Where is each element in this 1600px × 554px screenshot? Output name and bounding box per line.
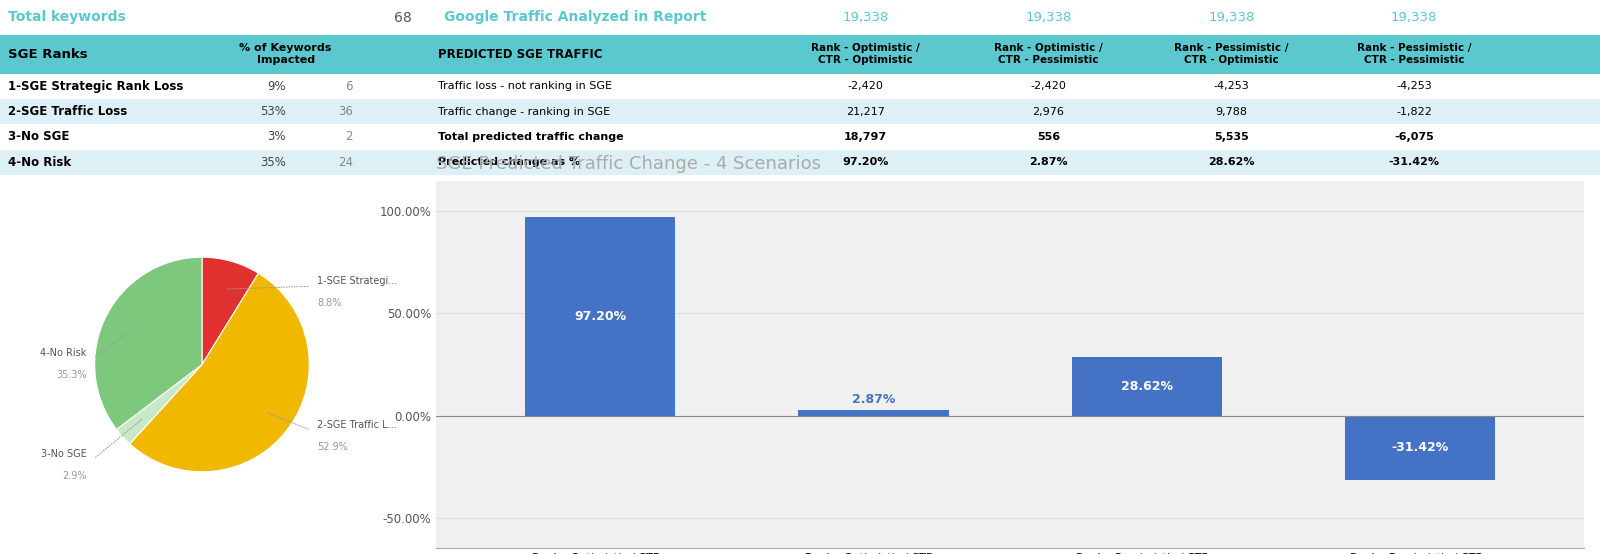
Text: 2-SGE Traffic Loss: 2-SGE Traffic Loss bbox=[8, 105, 128, 118]
Text: 52.9%: 52.9% bbox=[317, 430, 347, 452]
Bar bbox=[419, 124, 1600, 150]
Text: 97.20%: 97.20% bbox=[574, 310, 626, 323]
Text: 97.20%: 97.20% bbox=[842, 157, 888, 167]
Text: 9%: 9% bbox=[267, 80, 286, 93]
Text: 8.8%: 8.8% bbox=[317, 286, 341, 308]
Text: -1,822: -1,822 bbox=[1397, 106, 1432, 116]
Text: 1-SGE Strategi...: 1-SGE Strategi... bbox=[317, 276, 397, 286]
Text: -2,420: -2,420 bbox=[848, 81, 883, 91]
Bar bbox=[798, 410, 949, 416]
Text: 36: 36 bbox=[338, 105, 352, 118]
Bar bbox=[419, 0, 1600, 35]
Text: -6,075: -6,075 bbox=[1394, 132, 1434, 142]
Text: 19,338: 19,338 bbox=[1026, 11, 1072, 24]
Bar bbox=[419, 99, 1600, 124]
Text: 2-SGE Traffic L...: 2-SGE Traffic L... bbox=[317, 420, 397, 430]
Wedge shape bbox=[94, 257, 202, 429]
Text: 1-SGE Strategic Rank Loss: 1-SGE Strategic Rank Loss bbox=[8, 80, 184, 93]
Text: 2.9%: 2.9% bbox=[62, 459, 86, 481]
Bar bbox=[419, 35, 1600, 74]
Text: 19,338: 19,338 bbox=[1390, 11, 1437, 24]
Text: 28.62%: 28.62% bbox=[1208, 157, 1254, 167]
Text: PREDICTED SGE TRAFFIC: PREDICTED SGE TRAFFIC bbox=[438, 48, 602, 61]
Text: 24: 24 bbox=[338, 156, 352, 169]
Text: 18,797: 18,797 bbox=[843, 132, 886, 142]
Text: 5,535: 5,535 bbox=[1214, 132, 1248, 142]
Text: -31.42%: -31.42% bbox=[1389, 157, 1440, 167]
Text: Rank - Optimistic /
CTR - Pessimistic: Rank - Optimistic / CTR - Pessimistic bbox=[994, 43, 1102, 65]
Text: Rank - Pessimistic /
CTR - Pessimistic: Rank - Pessimistic / CTR - Pessimistic bbox=[1357, 43, 1472, 65]
Text: 19,338: 19,338 bbox=[1208, 11, 1254, 24]
Text: Total keywords: Total keywords bbox=[8, 11, 126, 24]
Bar bbox=[0, 35, 419, 74]
Text: Total predicted traffic change: Total predicted traffic change bbox=[438, 132, 624, 142]
Bar bbox=[0, 74, 419, 99]
Text: Traffic change - ranking in SGE: Traffic change - ranking in SGE bbox=[438, 106, 610, 116]
Bar bbox=[0, 99, 419, 124]
Wedge shape bbox=[130, 273, 309, 472]
Text: -31.42%: -31.42% bbox=[1392, 441, 1448, 454]
Text: Predicted change as %: Predicted change as % bbox=[438, 157, 579, 167]
Text: 35.3%: 35.3% bbox=[56, 358, 86, 380]
Text: SGE Ranks: SGE Ranks bbox=[8, 48, 88, 61]
Bar bbox=[419, 150, 1600, 175]
Text: 4-No Risk: 4-No Risk bbox=[8, 156, 72, 169]
Text: Traffic loss - not ranking in SGE: Traffic loss - not ranking in SGE bbox=[438, 81, 611, 91]
Wedge shape bbox=[202, 257, 259, 365]
Text: 2.87%: 2.87% bbox=[1029, 157, 1067, 167]
Text: % of Keywords
Impacted: % of Keywords Impacted bbox=[240, 43, 331, 65]
Text: 35%: 35% bbox=[259, 156, 286, 169]
Text: 68: 68 bbox=[394, 11, 411, 24]
Text: 3-No SGE: 3-No SGE bbox=[8, 130, 70, 143]
Bar bbox=[0, 150, 419, 175]
Text: Rank - Optimistic /
CTR - Optimistic: Rank - Optimistic / CTR - Optimistic bbox=[811, 43, 920, 65]
Wedge shape bbox=[117, 365, 202, 444]
Bar bbox=[1346, 416, 1494, 480]
Text: 6: 6 bbox=[346, 80, 352, 93]
Text: 2: 2 bbox=[346, 130, 352, 143]
Text: 2.87%: 2.87% bbox=[851, 393, 894, 406]
Text: 2,976: 2,976 bbox=[1032, 106, 1064, 116]
Text: Rank - Pessimistic /
CTR - Optimistic: Rank - Pessimistic / CTR - Optimistic bbox=[1174, 43, 1288, 65]
Bar bbox=[1072, 357, 1222, 416]
Bar bbox=[419, 74, 1600, 99]
Text: 4-No Risk: 4-No Risk bbox=[40, 348, 86, 358]
Text: 3%: 3% bbox=[267, 130, 286, 143]
Text: 9,788: 9,788 bbox=[1216, 106, 1248, 116]
Text: 53%: 53% bbox=[259, 105, 286, 118]
Text: 21,217: 21,217 bbox=[846, 106, 885, 116]
Bar bbox=[525, 217, 675, 416]
Text: 28.62%: 28.62% bbox=[1120, 380, 1173, 393]
Text: -4,253: -4,253 bbox=[1213, 81, 1250, 91]
Text: SGE Predicted Traffic Change - 4 Scenarios: SGE Predicted Traffic Change - 4 Scenari… bbox=[435, 156, 821, 173]
Text: 556: 556 bbox=[1037, 132, 1059, 142]
Text: Google Traffic Analyzed in Report: Google Traffic Analyzed in Report bbox=[443, 11, 706, 24]
Text: 3-No SGE: 3-No SGE bbox=[42, 449, 86, 459]
Text: -4,253: -4,253 bbox=[1397, 81, 1432, 91]
Bar bbox=[0, 0, 419, 35]
Text: 19,338: 19,338 bbox=[842, 11, 888, 24]
Text: -2,420: -2,420 bbox=[1030, 81, 1066, 91]
Bar bbox=[0, 124, 419, 150]
